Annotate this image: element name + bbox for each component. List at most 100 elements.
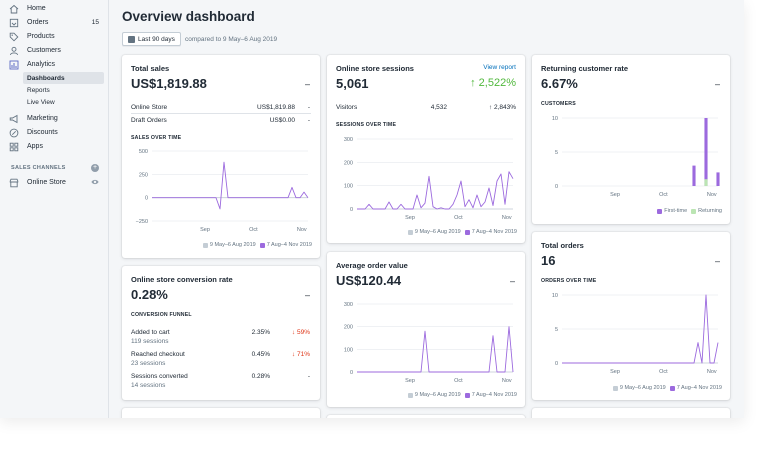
sidebar-subitem-live-view[interactable]: Live View (27, 98, 55, 106)
legend-label: 7 Aug–4 Nov 2019 (676, 385, 722, 391)
y-tick-label: 300 (344, 302, 353, 308)
card-value: US$120.44 (336, 273, 402, 288)
legend-label: 9 May–6 Aug 2019 (619, 385, 666, 391)
funnel-step-label: Added to cart (131, 329, 170, 336)
sidebar-item-orders[interactable]: Orders 15 (5, 16, 103, 29)
chart-legend: 9 May–6 Aug 2019 7 Aug–4 Nov 2019 (609, 385, 722, 391)
card-title: Total sales (131, 64, 170, 73)
funnel-step-label: Sessions converted (131, 373, 188, 380)
legend-label: 7 Aug–4 Nov 2019 (471, 392, 517, 398)
total-sales-card[interactable]: Total sales US$1,819.88 – Online Store U… (122, 55, 320, 258)
funnel-step-change: ↓ 59% (291, 329, 310, 336)
x-tick-label: Nov (297, 227, 307, 233)
x-tick-label: Oct (249, 227, 258, 233)
breakdown-change: - (307, 117, 310, 124)
average-order-value-card[interactable]: Average order value US$120.44 – 300 200 10… (327, 252, 525, 407)
chart-legend: First-time Returning (653, 208, 722, 214)
sidebar-item-products[interactable]: Products (5, 30, 103, 43)
card-value: 5,061 (336, 76, 369, 91)
total-orders-card[interactable]: Total orders 16 – ORDERS OVER TIME 10 5 0 S… (532, 232, 730, 400)
y-tick-label: 0 (350, 207, 353, 213)
sidebar-item-label: Home (27, 5, 46, 12)
sidebar-item-home[interactable]: Home (5, 2, 103, 15)
legend-swatch (259, 242, 265, 248)
sidebar-item-discounts[interactable]: Discounts (5, 126, 103, 139)
megaphone-icon (9, 114, 19, 124)
x-tick-label: Oct (454, 215, 463, 221)
y-tick-label: 200 (344, 160, 353, 166)
x-tick-label: Sep (610, 369, 620, 375)
eye-icon[interactable] (91, 178, 99, 186)
x-tick-label: Oct (454, 378, 463, 384)
online-store-sessions-card[interactable]: Online store sessions View report 5,061 … (327, 55, 525, 243)
breakdown-change: - (307, 104, 310, 111)
card-title: Returning customer rate (541, 64, 629, 73)
legend-swatch (464, 229, 470, 235)
legend-label: 9 May–6 Aug 2019 (414, 229, 461, 235)
breakdown-change: ↑ 2,843% (488, 104, 516, 111)
date-range-button[interactable]: Last 90 days (122, 32, 181, 46)
legend-label: 9 May–6 Aug 2019 (414, 392, 461, 398)
sidebar-item-apps[interactable]: Apps (5, 140, 103, 153)
customers-chart: 10 5 0 Sep Oct Nov (552, 116, 720, 198)
y-tick-label: 100 (344, 347, 353, 353)
legend-swatch (669, 385, 675, 391)
sidebar-item-marketing[interactable]: Marketing (5, 112, 103, 125)
person-icon (9, 46, 19, 56)
legend-swatch (407, 229, 413, 235)
y-tick-label: −250 (136, 219, 148, 225)
sidebar-item-online-store[interactable]: Online Store (5, 176, 103, 189)
home-icon (9, 4, 19, 14)
breakdown-label: Visitors (336, 104, 358, 111)
y-tick-label: 250 (139, 172, 148, 178)
legend-label: Returning (698, 208, 722, 214)
comparison-label: compared to 9 May–6 Aug 2019 (185, 36, 278, 43)
chart-heading: SESSIONS OVER TIME (336, 122, 397, 128)
card-value: 16 (541, 253, 556, 268)
sidebar-item-label: Online Store (27, 179, 66, 186)
y-tick-label: 10 (552, 116, 558, 122)
funnel-step-rate: 0.28% (251, 373, 270, 380)
card-title: Online store conversion rate (131, 275, 233, 284)
y-tick-label: 300 (344, 137, 353, 143)
sidebar-subitem-dashboards[interactable]: Dashboards (23, 72, 104, 84)
legend-label: 7 Aug–4 Nov 2019 (471, 229, 517, 235)
tag-icon (9, 32, 19, 42)
card-value: US$1,819.88 (131, 76, 207, 91)
x-tick-label: Nov (502, 378, 512, 384)
sidebar-item-analytics[interactable]: Analytics (5, 58, 103, 71)
sidebar-item-customers[interactable]: Customers (5, 44, 103, 57)
sales-over-time-chart: 500 250 0 −250 Sep Oct Nov (136, 149, 309, 233)
y-tick-label: 5 (555, 150, 558, 156)
sidebar-subitem-reports[interactable]: Reports (27, 86, 50, 94)
card-title: Total orders (541, 241, 584, 250)
funnel-heading: CONVERSION FUNNEL (131, 312, 192, 318)
view-report-link[interactable]: View report (483, 64, 516, 71)
breakdown-value: US$1,819.88 (257, 104, 295, 111)
change-indicator: – (304, 290, 310, 300)
chart-heading: CUSTOMERS (541, 101, 576, 107)
legend-label: 7 Aug–4 Nov 2019 (266, 242, 312, 248)
series-line (152, 161, 309, 210)
legend-swatch (657, 208, 663, 214)
change-indicator: – (714, 79, 720, 89)
returning-customer-rate-card[interactable]: Returning customer rate 6.67% – CUSTOMER… (532, 55, 730, 224)
conversion-rate-card[interactable]: Online store conversion rate 0.28% – CON… (122, 266, 320, 400)
sidebar-item-label: Apps (27, 143, 43, 150)
legend-label: First-time (664, 208, 688, 214)
breakdown-label: Draft Orders (131, 117, 167, 124)
x-tick-label: Oct (659, 192, 668, 198)
series-line (357, 171, 514, 210)
x-tick-label: Oct (659, 369, 668, 375)
legend-swatch (612, 385, 618, 391)
sidebar-item-label: Discounts (27, 129, 58, 136)
breakdown-value: US$0.00 (269, 117, 295, 124)
bar (704, 118, 708, 186)
card-value: 0.28% (131, 287, 168, 302)
orders-count-badge: 15 (91, 19, 99, 26)
bar (716, 172, 720, 186)
page-title: Overview dashboard (122, 9, 255, 24)
change-indicator: – (509, 276, 515, 286)
add-channel-icon[interactable]: + (91, 164, 99, 172)
funnel-step-sessions: 14 sessions (131, 382, 166, 389)
